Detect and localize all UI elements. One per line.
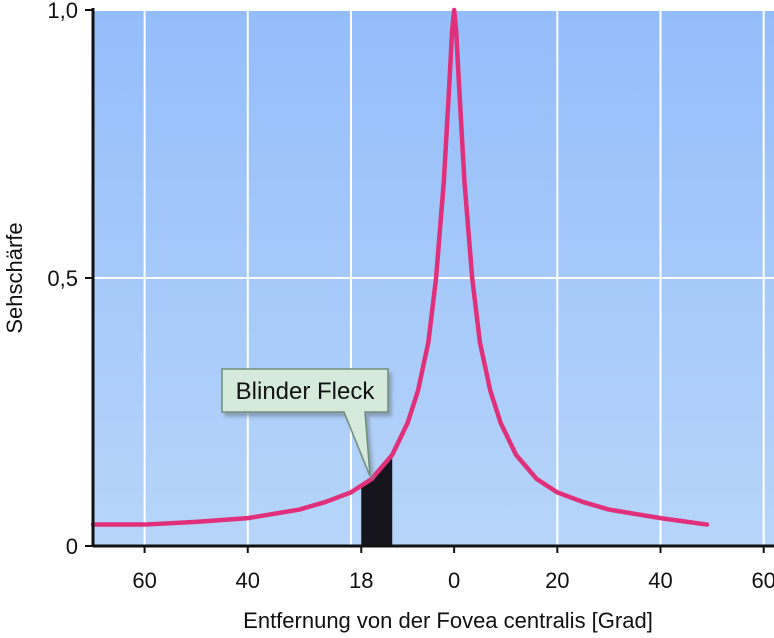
x-tick-label: 18 xyxy=(349,568,373,593)
grid-lines xyxy=(93,9,774,546)
x-tick-label: 0 xyxy=(448,568,460,593)
callout-label: Blinder Fleck xyxy=(236,378,376,405)
x-tick-label: 60 xyxy=(751,568,774,593)
x-tick-label: 40 xyxy=(648,568,672,593)
y-tick-labels: 0 0,5 1,0 xyxy=(47,0,78,559)
y-axis-title: Sehschärfe xyxy=(2,222,27,333)
x-axis-title: Entfernung von der Fovea centralis [Grad… xyxy=(243,608,653,633)
y-tick-label: 1,0 xyxy=(47,0,78,23)
x-tick-labels: 60 40 18 0 20 40 60 xyxy=(132,568,774,593)
blind-spot-bar xyxy=(361,454,393,546)
callout-box xyxy=(221,368,389,477)
series-line xyxy=(90,7,710,527)
x-tick-label: 20 xyxy=(545,568,569,593)
x-tick-label: 60 xyxy=(132,568,156,593)
blind-spot-callout: Blinder Fleck xyxy=(221,368,389,477)
blind-spot-region xyxy=(361,454,393,546)
series-lines xyxy=(90,7,710,527)
y-tick-label: 0 xyxy=(66,534,78,559)
axes xyxy=(85,8,774,553)
x-tick-label: 40 xyxy=(236,568,260,593)
y-tick-label: 0,5 xyxy=(47,266,78,291)
